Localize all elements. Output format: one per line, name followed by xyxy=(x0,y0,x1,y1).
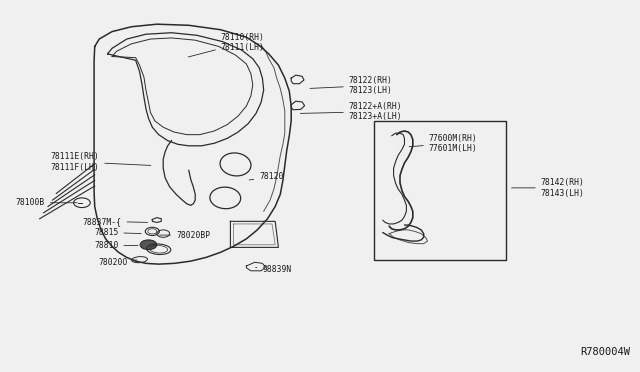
Text: 78020BP: 78020BP xyxy=(159,231,210,240)
Text: 78122(RH)
78123(LH): 78122(RH) 78123(LH) xyxy=(310,76,393,95)
Text: 78815: 78815 xyxy=(94,228,141,237)
Text: 78142(RH)
78143(LH): 78142(RH) 78143(LH) xyxy=(511,178,585,198)
Text: 98839N: 98839N xyxy=(255,265,292,274)
Text: 78100B: 78100B xyxy=(15,198,77,207)
Text: 78110(RH)
78111(LH): 78110(RH) 78111(LH) xyxy=(188,33,265,57)
Text: 77600M(RH)
77601M(LH): 77600M(RH) 77601M(LH) xyxy=(409,134,477,153)
Circle shape xyxy=(140,240,157,250)
Text: 78122+A(RH)
78123+A(LH): 78122+A(RH) 78123+A(LH) xyxy=(300,102,403,121)
Text: 78120: 78120 xyxy=(249,172,284,181)
Text: 78810: 78810 xyxy=(94,241,138,250)
Text: R780004W: R780004W xyxy=(580,347,630,357)
Text: 78837M-{: 78837M-{ xyxy=(83,217,148,226)
Text: 78111E(RH)
78111F(LH): 78111E(RH) 78111F(LH) xyxy=(51,152,151,171)
Text: 78020O: 78020O xyxy=(99,258,137,267)
Bar xyxy=(374,121,506,260)
